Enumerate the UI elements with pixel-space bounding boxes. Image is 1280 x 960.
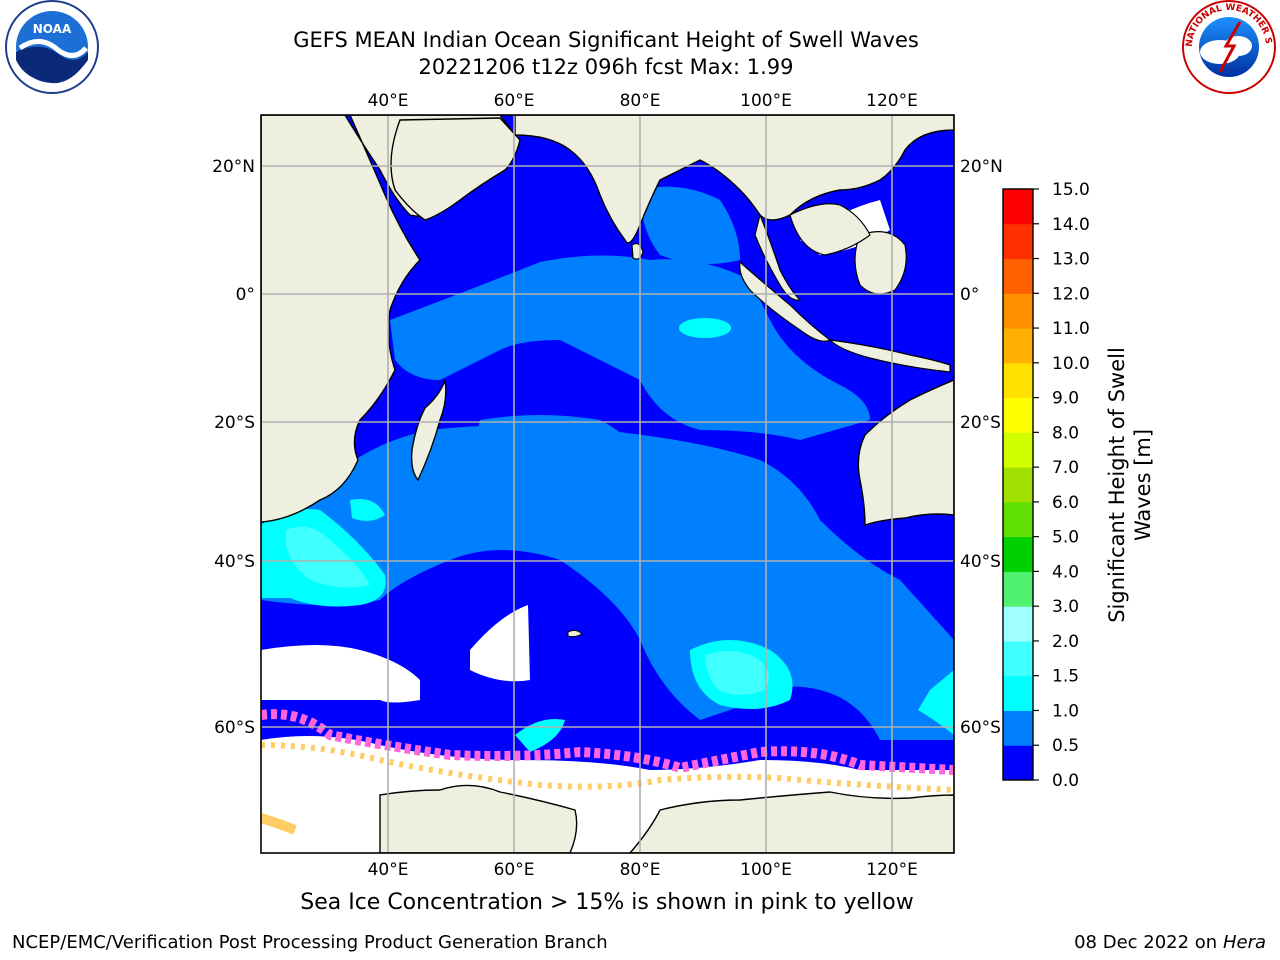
graticule [261, 115, 954, 853]
top-lon-label: 100°E [740, 91, 792, 111]
bottom-lon-label: 80°E [620, 860, 661, 880]
colorbar-tick-label: 9.0 [1052, 389, 1079, 409]
colorbar-title-line1: Significant Height of Swell [1105, 347, 1129, 623]
date-text: 08 Dec 2022 on [1074, 932, 1218, 953]
land-kerguelen [567, 629, 583, 638]
host-name: Hera [1222, 932, 1266, 953]
land-borneo [854, 231, 907, 295]
sea-ice-edge [261, 813, 297, 835]
colorbar-segment [1003, 606, 1033, 642]
colorbar-segment [1003, 640, 1033, 677]
sea-ice-edge [261, 709, 954, 775]
colorbar-segment [1003, 745, 1033, 781]
left-lat-label: 0° [236, 285, 255, 305]
land-sumatra [739, 260, 832, 342]
colorbar-tick-label: 4.0 [1052, 562, 1079, 582]
sea-ice-footnote: Sea Ice Concentration > 15% is shown in … [300, 890, 914, 915]
colorbar-segment [1003, 223, 1033, 260]
swell-region-mid [640, 186, 740, 264]
map-frame [260, 114, 955, 854]
top-lon-label: 40°E [368, 91, 409, 111]
noaa-logo-icon: NOAA [5, 0, 99, 94]
map-area [261, 115, 954, 853]
swell-region-high [705, 651, 769, 695]
no-data-region [470, 605, 530, 682]
land-java [828, 339, 951, 373]
bottom-lon-label: 40°E [368, 860, 409, 880]
colorbar-tick-label: 12.0 [1052, 284, 1090, 304]
land-australia [857, 379, 954, 526]
swell-region-high [679, 318, 731, 338]
colorbar-tick-label: 14.0 [1052, 215, 1090, 235]
colorbar-tick-label: 10.0 [1052, 354, 1090, 374]
credit-text: NCEP/EMC/Verification Post Processing Pr… [12, 932, 608, 953]
nws-logo-text: NATIONAL WEATHER SERVICE [0, 0, 1273, 47]
bottom-lon-label: 100°E [740, 860, 792, 880]
colorbar-tick-label: 13.0 [1052, 250, 1090, 270]
colorbar-ticks: 15.0 14.0 13.0 12.0 11.0 10.0 9.0 8.0 7.0 6.0 5.0 4… [1033, 180, 1090, 791]
date-stamp: 08 Dec 2022 on Hera [1074, 932, 1266, 953]
right-lat-label: 0° [960, 285, 979, 305]
land-indochina [789, 203, 871, 256]
colorbar-segment [1003, 536, 1033, 572]
top-lon-label: 60°E [494, 91, 535, 111]
colorbar-segment [1003, 432, 1033, 468]
left-lat-label: 40°S [214, 552, 255, 572]
left-lat-label: 20°S [214, 413, 255, 433]
chart-subtitle: 20221206 t12z 096h fcst Max: 1.99 [418, 55, 794, 79]
colorbar-tick-label: 1.0 [1052, 701, 1079, 721]
chart-title: GEFS MEAN Indian Ocean Significant Heigh… [293, 28, 919, 52]
colorbar-tick-label: 7.0 [1052, 458, 1079, 478]
sea-ice-edge [261, 742, 954, 793]
colorbar-title-line2: Waves [m] [1131, 429, 1155, 541]
colorbar-tick-label: 0.5 [1052, 736, 1079, 756]
colorbar-tick-label: 11.0 [1052, 319, 1090, 339]
right-lat-label: 20°S [960, 413, 1001, 433]
swell-region-high [918, 670, 954, 735]
no-data-region [261, 645, 420, 703]
top-lon-label: 120°E [866, 91, 918, 111]
bottom-lon-label: 120°E [866, 860, 918, 880]
colorbar-tick-label: 2.0 [1052, 632, 1079, 652]
colorbar [1003, 189, 1033, 781]
colorbar-segment [1003, 362, 1033, 399]
colorbar-tick-label: 15.0 [1052, 180, 1090, 200]
right-lat-label: 40°S [960, 552, 1001, 572]
colorbar-segment [1003, 571, 1033, 607]
colorbar-segment [1003, 467, 1033, 503]
swell-region-mid [470, 415, 640, 490]
land-antarctica [379, 784, 954, 853]
nws-logo-icon: NATIONAL WEATHER SERVICE [0, 0, 1276, 94]
colorbar-tick-label: 3.0 [1052, 597, 1079, 617]
svg-text:NATIONAL WEATHER SERVICE: NATIONAL WEATHER SERVICE [0, 0, 1273, 47]
colorbar-segment [1003, 397, 1033, 433]
left-lat-label: 60°S [214, 718, 255, 738]
colorbar-frame [1002, 188, 1034, 781]
colorbar-tick-label: 8.0 [1052, 423, 1079, 443]
land-arabia [390, 117, 521, 221]
swell-region-high [286, 526, 370, 588]
swell-region-high [350, 499, 385, 521]
bottom-lon-label: 60°E [494, 860, 535, 880]
colorbar-segment [1003, 189, 1033, 225]
colorbar-tick-label: 1.5 [1052, 667, 1079, 687]
colorbar-segment [1003, 328, 1033, 364]
top-lon-label: 80°E [620, 91, 661, 111]
right-lat-label: 20°N [960, 157, 1003, 177]
colorbar-segment [1003, 501, 1033, 538]
swell-region-mid [390, 255, 870, 440]
colorbar-tick-label: 0.0 [1052, 771, 1079, 791]
colorbar-segment [1003, 258, 1033, 294]
land-madagascar [410, 379, 447, 482]
colorbar-tick-label: 6.0 [1052, 493, 1079, 513]
colorbar-tick-label: 5.0 [1052, 528, 1079, 548]
noaa-logo-text: NOAA [33, 22, 72, 36]
right-lat-label: 60°S [960, 718, 1001, 738]
colorbar-segment [1003, 293, 1033, 329]
left-lat-label: 20°N [212, 157, 255, 177]
land-india-asia [514, 115, 954, 244]
colorbar-segment [1003, 675, 1033, 711]
colorbar-segment [1003, 710, 1033, 746]
